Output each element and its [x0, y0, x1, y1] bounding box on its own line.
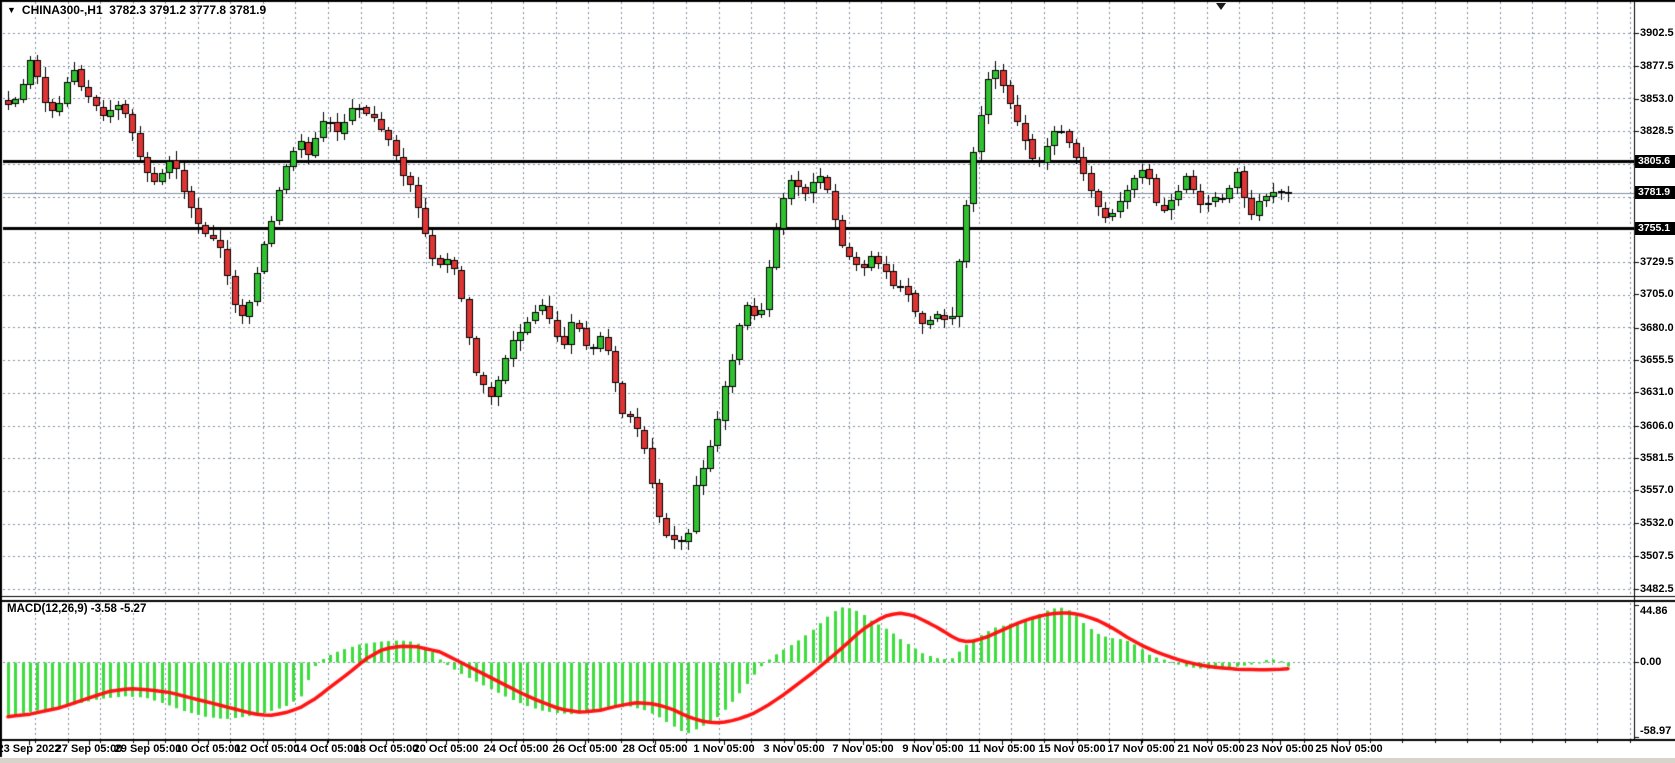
price-badge: 3805.6 [1635, 155, 1675, 168]
time-tick-label: 17 Nov 05:00 [1107, 743, 1175, 755]
price-tick-label: 3581.5 [1640, 452, 1674, 464]
time-tick-label: 11 Nov 05:00 [968, 743, 1036, 755]
symbol-dropdown-icon[interactable]: ▼ [7, 5, 16, 15]
time-tick-label: 15 Nov 05:00 [1038, 743, 1106, 755]
price-tick-label: 3482.5 [1640, 583, 1674, 595]
time-tick-label: 27 Sep 05:00 [55, 743, 123, 755]
time-tick-label: 20 Oct 05:00 [413, 743, 479, 755]
time-tick-label: 29 Sep 05:00 [114, 743, 182, 755]
time-tick-label: 23 Nov 05:00 [1246, 743, 1314, 755]
indicator-name: MACD(12,26,9) [7, 603, 88, 615]
time-tick-label: 21 Nov 05:00 [1177, 743, 1245, 755]
time-tick-label: 14 Oct 05:00 [294, 743, 360, 755]
price-tick-label: 3729.5 [1640, 256, 1674, 268]
time-tick-label: 3 Nov 05:00 [763, 743, 825, 755]
price-tick-label: 3557.0 [1640, 484, 1674, 496]
indicator-tick-label: 44.86 [1640, 605, 1668, 617]
price-tick-label: 3877.5 [1640, 60, 1674, 72]
indicator-values: -3.58 -5.27 [90, 603, 147, 615]
price-tick-label: 3655.5 [1640, 354, 1674, 366]
price-badge: 3755.1 [1635, 222, 1675, 235]
time-tick-label: 18 Oct 05:00 [353, 743, 419, 755]
indicator-label: MACD(12,26,9) -3.58 -5.27 [7, 603, 146, 615]
window-bottom-edge [0, 758, 1675, 763]
time-tick-label: 10 Oct 05:00 [175, 743, 241, 755]
price-badge: 3781.9 [1635, 186, 1675, 199]
price-tick-label: 3828.5 [1640, 125, 1674, 137]
price-tick-label: 3507.5 [1640, 550, 1674, 562]
time-tick-label: 9 Nov 05:00 [902, 743, 964, 755]
chart-title-symbol: CHINA300-,H1 [21, 3, 103, 17]
indicator-tick-label: 0.00 [1640, 656, 1662, 668]
price-tick-label: 3853.0 [1640, 93, 1674, 105]
time-tick-label: 24 Oct 05:00 [483, 743, 549, 755]
price-tick-label: 3631.0 [1640, 386, 1674, 398]
time-tick-label: 26 Oct 05:00 [552, 743, 618, 755]
price-tick-label: 3902.5 [1640, 27, 1674, 39]
time-tick-label: 23 Sep 2022 [0, 743, 61, 755]
time-tick-label: 12 Oct 05:00 [234, 743, 300, 755]
time-tick-label: 25 Nov 05:00 [1315, 743, 1383, 755]
indicator-tick-label: -58.97 [1640, 725, 1672, 737]
price-tick-label: 3680.0 [1640, 322, 1674, 334]
chart-title-ohlc: 3782.3 3791.2 3777.8 3781.9 [109, 3, 267, 17]
time-tick-label: 28 Oct 05:00 [622, 743, 688, 755]
chart-title: ▼ CHINA300-,H1 3782.3 3791.2 3777.8 3781.… [7, 3, 266, 17]
time-tick-label: 7 Nov 05:00 [832, 743, 894, 755]
price-tick-label: 3606.0 [1640, 420, 1674, 432]
price-tick-label: 3532.0 [1640, 517, 1674, 529]
chart-shift-marker-icon[interactable] [1216, 3, 1226, 10]
price-tick-label: 3705.0 [1640, 288, 1674, 300]
time-tick-label: 1 Nov 05:00 [693, 743, 755, 755]
